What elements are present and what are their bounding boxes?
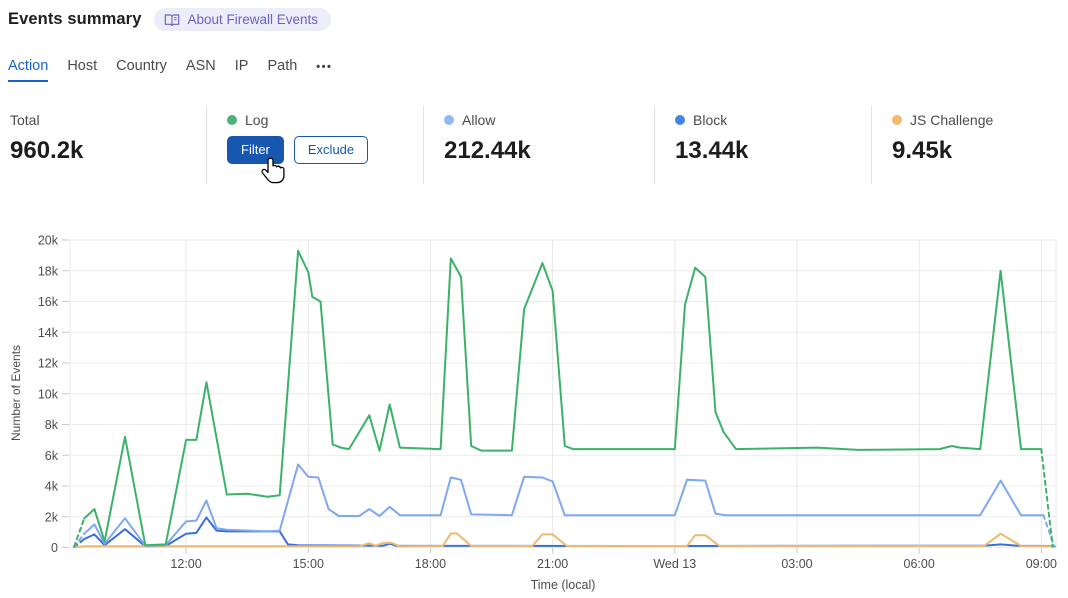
svg-text:0: 0 — [51, 541, 58, 555]
summary-tabs: Action Host Country ASN IP Path ••• — [8, 58, 332, 82]
tab-path[interactable]: Path — [267, 58, 298, 74]
tab-action[interactable]: Action — [8, 58, 49, 82]
svg-text:Number of Events: Number of Events — [9, 345, 23, 441]
events-chart-svg: 0 2k 4k 6k 8k 10k 12k 14k 16k 18k 20k 12:00 15:00 18:… — [9, 234, 1057, 593]
tab-country[interactable]: Country — [116, 58, 167, 74]
svg-text:8k: 8k — [45, 418, 59, 432]
svg-text:15:00: 15:00 — [293, 557, 324, 571]
stat-js-challenge-value: 9.45k — [892, 137, 953, 164]
svg-text:06:00: 06:00 — [904, 557, 935, 571]
svg-text:10k: 10k — [38, 387, 59, 401]
filter-button[interactable]: Filter — [227, 136, 284, 164]
stats-row: Total 960.2k Log Filter Exclude Allow 21… — [10, 106, 1060, 184]
block-dot — [675, 115, 685, 125]
tab-asn[interactable]: ASN — [185, 58, 216, 74]
svg-text:14k: 14k — [38, 326, 59, 340]
stat-block: Block 13.44k — [654, 106, 871, 184]
header: Events summary About Firewall Events — [8, 8, 332, 31]
svg-text:12:00: 12:00 — [170, 557, 201, 571]
svg-text:18k: 18k — [38, 264, 59, 278]
stat-allow-label: Allow — [462, 112, 496, 128]
exclude-button[interactable]: Exclude — [293, 136, 369, 164]
log-dot — [227, 115, 237, 125]
svg-text:12k: 12k — [38, 357, 59, 371]
stat-total-label: Total — [10, 112, 40, 128]
svg-text:4k: 4k — [45, 480, 59, 494]
svg-text:20k: 20k — [38, 234, 59, 248]
stat-log: Log Filter Exclude — [206, 106, 423, 184]
page-title: Events summary — [8, 10, 142, 28]
book-icon — [164, 13, 180, 27]
allow-dot — [444, 115, 454, 125]
stat-log-label: Log — [245, 112, 269, 128]
svg-text:18:00: 18:00 — [415, 557, 446, 571]
ellipsis-icon[interactable]: ••• — [316, 61, 333, 73]
svg-text:Wed 13: Wed 13 — [653, 557, 696, 571]
svg-text:6k: 6k — [45, 449, 59, 463]
js-challenge-dot — [892, 115, 902, 125]
svg-text:Time (local): Time (local) — [531, 578, 596, 592]
stat-allow: Allow 212.44k — [423, 106, 654, 184]
stat-block-label: Block — [693, 112, 728, 128]
svg-text:09:00: 09:00 — [1026, 557, 1057, 571]
stat-js-challenge-label: JS Challenge — [910, 112, 994, 128]
tab-host[interactable]: Host — [67, 58, 98, 74]
svg-text:2k: 2k — [45, 510, 59, 524]
stat-allow-value: 212.44k — [444, 137, 531, 164]
svg-text:21:00: 21:00 — [537, 557, 568, 571]
stat-js-challenge: JS Challenge 9.45k — [871, 106, 1060, 184]
events-time-series-chart[interactable]: 0 2k 4k 6k 8k 10k 12k 14k 16k 18k 20k 12:00 15:00 18:… — [0, 228, 1068, 598]
stat-total: Total 960.2k — [10, 106, 206, 184]
svg-text:03:00: 03:00 — [781, 557, 812, 571]
about-badge-label: About Firewall Events — [187, 12, 319, 27]
tab-ip[interactable]: IP — [234, 58, 249, 74]
svg-text:16k: 16k — [38, 295, 59, 309]
stat-total-value: 960.2k — [10, 137, 84, 164]
about-firewall-events-badge[interactable]: About Firewall Events — [154, 8, 332, 31]
stat-block-value: 13.44k — [675, 137, 749, 164]
